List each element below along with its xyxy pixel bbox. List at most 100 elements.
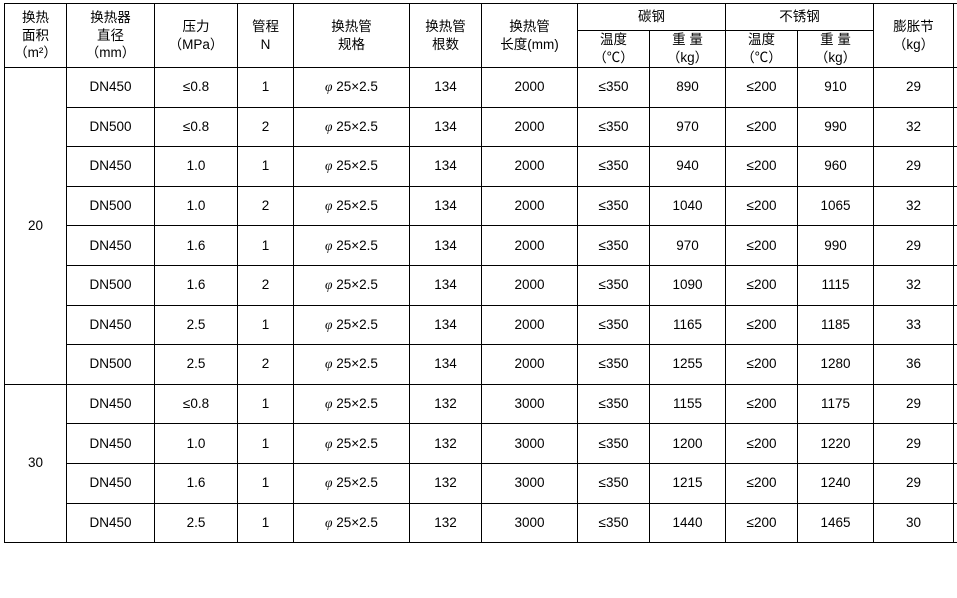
phi-symbol: φ: [325, 356, 332, 371]
cell-expansion-joint: 32: [874, 186, 954, 226]
cell-partition: 12: [954, 384, 957, 424]
phi-symbol: φ: [325, 436, 332, 451]
cell-pressure: ≤0.8: [155, 384, 238, 424]
cell-pressure: 2.5: [155, 305, 238, 345]
cell-tube-count: 132: [410, 384, 482, 424]
cell-diameter: DN500: [67, 186, 155, 226]
cell-tube-length: 3000: [482, 384, 578, 424]
cell-expansion-joint: 30: [874, 503, 954, 543]
phi-symbol: φ: [325, 238, 332, 253]
cell-cs-weight: 1440: [650, 503, 726, 543]
cell-tube-count: 134: [410, 265, 482, 305]
cell-partition: 12: [954, 503, 957, 543]
cell-cs-weight: 1155: [650, 384, 726, 424]
cell-passes: 1: [238, 68, 294, 108]
header-row-group: 换热 面积 （m²） 换热器 直径 （mm） 压力 （MPa） 管程 N: [5, 4, 957, 31]
cell-tube-count: 134: [410, 186, 482, 226]
cell-cs-temperature: ≤350: [578, 503, 650, 543]
cell-tube-length: 2000: [482, 305, 578, 345]
cell-ss-weight: 910: [798, 68, 874, 108]
tube-spec-value: 25×2.5: [333, 277, 378, 292]
cell-passes: 1: [238, 384, 294, 424]
header-diameter: 换热器 直径 （mm）: [67, 4, 155, 68]
cell-expansion-joint: 36: [874, 345, 954, 385]
cell-expansion-joint: 32: [874, 107, 954, 147]
cell-ss-weight: 990: [798, 226, 874, 266]
cell-tube-spec: φ 25×2.5: [294, 186, 410, 226]
cell-tube-length: 2000: [482, 68, 578, 108]
cell-cs-weight: 890: [650, 68, 726, 108]
header-stainless-steel: 不锈钢: [726, 4, 874, 31]
cell-tube-spec: φ 25×2.5: [294, 147, 410, 187]
cell-diameter: DN500: [67, 107, 155, 147]
cell-tube-length: 2000: [482, 265, 578, 305]
cell-tube-count: 134: [410, 107, 482, 147]
cell-diameter: DN500: [67, 345, 155, 385]
cell-pressure: ≤0.8: [155, 68, 238, 108]
cell-tube-spec: φ 25×2.5: [294, 463, 410, 503]
cell-expansion-joint: 29: [874, 68, 954, 108]
phi-symbol: φ: [325, 277, 332, 292]
cell-partition: [954, 226, 957, 266]
cell-expansion-joint: 32: [874, 265, 954, 305]
cell-cs-temperature: ≤350: [578, 384, 650, 424]
header-carbon-steel: 碳钢: [578, 4, 726, 31]
cell-cs-temperature: ≤350: [578, 226, 650, 266]
cell-ss-temperature: ≤200: [726, 107, 798, 147]
tube-spec-value: 25×2.5: [333, 238, 378, 253]
heat-exchanger-spec-table: 换热 面积 （m²） 换热器 直径 （mm） 压力 （MPa） 管程 N: [4, 3, 957, 543]
header-cs-temperature: 温度 （℃）: [578, 31, 650, 68]
header-expansion-joint: 膨胀节 （kg）: [874, 4, 954, 68]
cell-pressure: 1.0: [155, 147, 238, 187]
header-partition: 隔板 （kg）: [954, 4, 957, 68]
cell-pressure: 1.0: [155, 186, 238, 226]
cell-partition: [954, 186, 957, 226]
cell-tube-spec: φ 25×2.5: [294, 226, 410, 266]
cell-cs-temperature: ≤350: [578, 424, 650, 464]
cell-tube-length: 3000: [482, 463, 578, 503]
cell-cs-temperature: ≤350: [578, 265, 650, 305]
cell-passes: 1: [238, 147, 294, 187]
cell-tube-length: 2000: [482, 345, 578, 385]
phi-symbol: φ: [325, 317, 332, 332]
cell-ss-temperature: ≤200: [726, 305, 798, 345]
cell-ss-weight: 1280: [798, 345, 874, 385]
tube-spec-value: 25×2.5: [333, 356, 378, 371]
cell-cs-weight: 1215: [650, 463, 726, 503]
cell-cs-weight: 1255: [650, 345, 726, 385]
phi-symbol: φ: [325, 119, 332, 134]
cell-cs-weight: 1165: [650, 305, 726, 345]
cell-partition: [954, 265, 957, 305]
cell-pressure: 1.6: [155, 463, 238, 503]
cell-tube-length: 2000: [482, 186, 578, 226]
cell-passes: 2: [238, 107, 294, 147]
cell-expansion-joint: 29: [874, 147, 954, 187]
cell-cs-temperature: ≤350: [578, 147, 650, 187]
cell-expansion-joint: 29: [874, 226, 954, 266]
cell-cs-weight: 1040: [650, 186, 726, 226]
cell-cs-temperature: ≤350: [578, 186, 650, 226]
document-page: 换热 面积 （m²） 换热器 直径 （mm） 压力 （MPa） 管程 N: [0, 3, 957, 598]
cell-tube-count: 134: [410, 147, 482, 187]
cell-tube-count: 134: [410, 345, 482, 385]
header-tube-count: 换热管 根数: [410, 4, 482, 68]
cell-tube-count: 134: [410, 226, 482, 266]
tube-spec-value: 25×2.5: [333, 515, 378, 530]
cell-tube-length: 2000: [482, 107, 578, 147]
cell-ss-weight: 1175: [798, 384, 874, 424]
phi-symbol: φ: [325, 515, 332, 530]
cell-ss-weight: 1065: [798, 186, 874, 226]
header-cs-weight: 重 量 （kg）: [650, 31, 726, 68]
cell-area: 20: [5, 68, 67, 385]
phi-symbol: φ: [325, 396, 332, 411]
header-ss-temperature: 温度 （℃）: [726, 31, 798, 68]
cell-area: 30: [5, 384, 67, 542]
cell-passes: 1: [238, 305, 294, 345]
cell-cs-temperature: ≤350: [578, 305, 650, 345]
cell-ss-temperature: ≤200: [726, 147, 798, 187]
